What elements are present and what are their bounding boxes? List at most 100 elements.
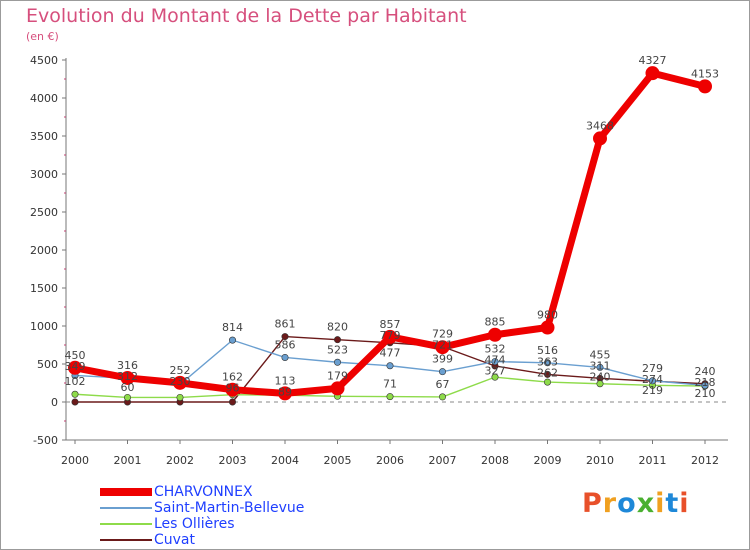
data-label: 861 (275, 318, 296, 331)
point-les-ollieres (124, 393, 132, 401)
point-cuvat (333, 336, 341, 344)
data-label: 210 (695, 387, 716, 400)
point-les-ollieres (438, 393, 446, 401)
axis-ticks: -500 0 500 1000 1500 2000 2500 3000 3500 4000 4500… (30, 54, 719, 467)
data-label: 89 (278, 385, 292, 398)
data-label: 477 (380, 347, 401, 360)
legend-label: Les Ollières (154, 516, 235, 532)
point-charvonnex (173, 375, 187, 390)
data-label: 218 (695, 376, 716, 389)
proxiti-logo: Proxiti (582, 488, 690, 519)
point-les-ollieres (176, 393, 184, 401)
data-label: 179 (327, 369, 348, 382)
point-saint-martin-bellevue (386, 362, 394, 370)
data-label: 316 (117, 359, 138, 372)
data-label: 67 (436, 378, 450, 391)
data-label: 230 (170, 375, 191, 388)
x-tick-label: 2000 (61, 454, 89, 467)
point-saint-martin-bellevue (701, 381, 709, 389)
point-les-ollieres (386, 393, 394, 401)
point-charvonnex (120, 370, 135, 385)
y-tick-label: 500 (37, 358, 58, 371)
data-label: 4153 (691, 67, 719, 80)
y-tick-label: 3500 (30, 130, 58, 143)
point-saint-martin-bellevue (333, 358, 341, 366)
chart-subtitle: (en €) (26, 30, 59, 43)
point-charvonnex (540, 320, 555, 335)
logo-letter: r (602, 488, 618, 519)
x-tick-label: 2011 (639, 454, 667, 467)
point-saint-martin-bellevue (596, 363, 604, 371)
data-label: 4327 (639, 54, 667, 67)
point-les-ollieres (543, 378, 551, 386)
point-cuvat (281, 333, 289, 341)
data-label: 885 (485, 316, 506, 329)
legend-swatch-saint-martin-bellevue (100, 507, 152, 509)
data-label: 3468 (586, 119, 614, 132)
point-charvonnex (383, 329, 397, 344)
point-charvonnex (330, 381, 345, 396)
point-cuvat (543, 370, 551, 378)
data-label: 523 (327, 343, 348, 356)
point-charvonnex (488, 327, 502, 342)
data-label: 455 (590, 348, 611, 361)
data-label: 980 (537, 309, 558, 322)
logo-letter: t (665, 488, 680, 519)
legend-swatch-charvonnex (100, 488, 152, 496)
y-tick-label: 2500 (30, 206, 58, 219)
x-tick-label: 2003 (219, 454, 247, 467)
y-tick-label: 2000 (30, 244, 58, 257)
data-label: 252 (170, 364, 191, 377)
data-label: 274 (642, 373, 663, 386)
data-label: 71 (383, 378, 397, 391)
data-label: 516 (537, 344, 558, 357)
point-saint-martin-bellevue (648, 377, 656, 385)
data-label: 240 (590, 370, 611, 383)
point-charvonnex (645, 66, 660, 81)
data-label: 779 (380, 329, 401, 342)
logo-letter: i (679, 488, 690, 519)
data-label: 474 (485, 354, 506, 367)
y-tick-label: 4500 (30, 54, 58, 67)
data-label: 586 (275, 338, 296, 351)
data-label: 820 (327, 321, 348, 334)
point-les-ollieres (596, 380, 604, 388)
data-label: 814 (222, 321, 243, 334)
data-label: 96 (226, 382, 240, 395)
legend-label: Cuvat (154, 532, 196, 548)
point-saint-martin-bellevue (281, 353, 289, 361)
data-label: 312 (117, 370, 138, 383)
data-label: 857 (380, 318, 401, 331)
legend-label: CHARVONNEX (154, 484, 253, 500)
data-label: 102 (65, 375, 86, 388)
y-tick-label: 1500 (30, 282, 58, 295)
data-label: 262 (537, 366, 558, 379)
data-label: 721 (432, 339, 453, 352)
point-cuvat (71, 398, 79, 406)
x-tick-label: 2001 (114, 454, 142, 467)
x-tick-label: 2008 (481, 454, 509, 467)
logo-letter: x (636, 488, 656, 519)
x-tick-label: 2005 (324, 454, 352, 467)
data-label: 240 (695, 365, 716, 378)
point-saint-martin-bellevue (438, 368, 446, 376)
x-tick-label: 2006 (376, 454, 404, 467)
x-tick-label: 2002 (166, 454, 194, 467)
point-charvonnex (593, 131, 607, 146)
data-label: 162 (222, 371, 243, 384)
point-charvonnex (68, 360, 82, 375)
y-tick-label: 0 (51, 396, 58, 409)
x-tick-label: 2010 (586, 454, 614, 467)
data-label: 60 (121, 381, 135, 394)
point-charvonnex (698, 79, 712, 94)
data-label: 349 (65, 360, 86, 373)
data-label: 363 (537, 355, 558, 368)
data-label: 450 (65, 349, 86, 362)
series-layer (68, 66, 712, 406)
point-cuvat (229, 398, 237, 406)
legend-label: Saint-Martin-Bellevue (154, 500, 305, 516)
point-saint-martin-bellevue (229, 336, 237, 344)
point-saint-martin-bellevue (543, 359, 551, 367)
point-les-ollieres (491, 373, 499, 381)
